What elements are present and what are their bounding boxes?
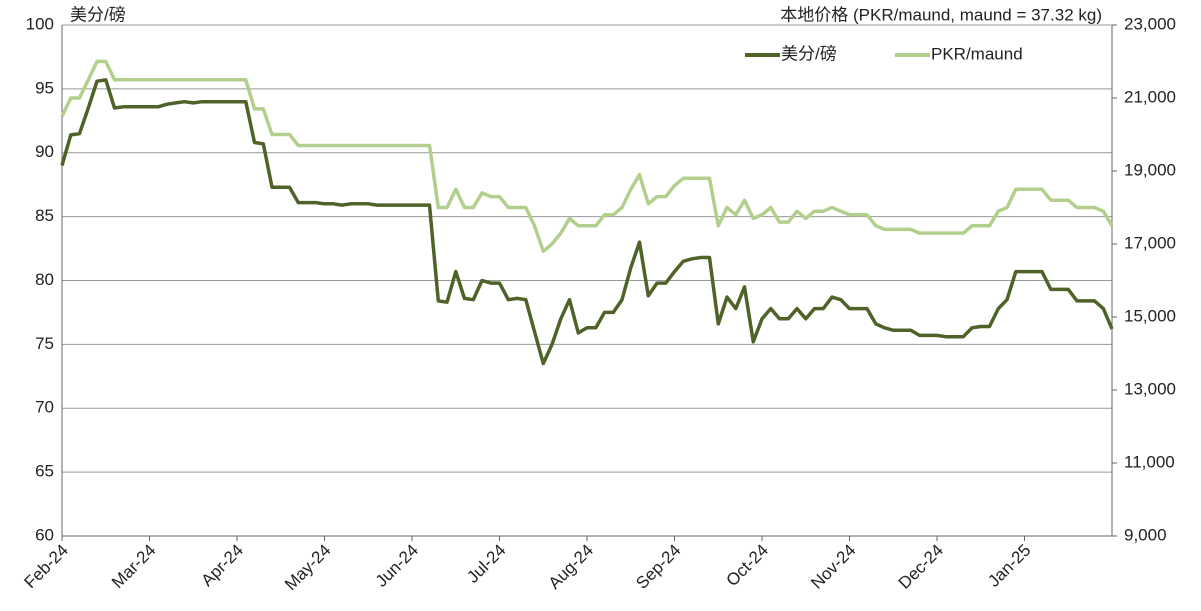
y-tick-label: 80 (35, 270, 54, 289)
series-line (60, 78, 1114, 366)
y-tick-label: 95 (35, 78, 54, 97)
y-tick-label: 65 (35, 462, 54, 481)
series-line (60, 59, 1114, 254)
x-tick-label: Feb-24 (20, 541, 72, 593)
legend-label: 美分/磅 (781, 44, 837, 63)
x-tick-label: Jan-25 (984, 541, 1034, 591)
x-tick-label: Apr-24 (197, 541, 247, 591)
y-tick-label: 60 (35, 525, 54, 544)
y-tick-label: 100 (26, 14, 54, 33)
x-tick-label: Mar-24 (108, 541, 160, 593)
x-tick-label: May-24 (281, 541, 335, 595)
x-tick-label: Dec-24 (895, 541, 947, 593)
x-tick-label: Nov-24 (807, 541, 859, 593)
y-tick-label: 90 (35, 142, 54, 161)
y2-tick-label: 11,000 (1124, 452, 1175, 471)
y2-tick-label: 13,000 (1124, 379, 1176, 398)
y2-tick-label: 21,000 (1124, 87, 1176, 106)
x-tick-label: Oct-24 (722, 541, 772, 591)
y2-tick-label: 15,000 (1124, 306, 1176, 325)
y2-tick-label: 17,000 (1124, 233, 1176, 252)
y2-tick-label: 9,000 (1124, 525, 1167, 544)
y-tick-label: 75 (35, 334, 54, 353)
x-tick-label: Jun-24 (372, 541, 422, 591)
y-tick-label: 85 (35, 206, 54, 225)
y-tick-label: 70 (35, 398, 54, 417)
x-tick-label: Jul-24 (463, 541, 509, 587)
y-axis-label: 美分/磅 (70, 5, 126, 24)
y2-axis-label: 本地价格 (PKR/maund, maund = 37.32 kg) (780, 5, 1102, 24)
legend-label: PKR/maund (931, 44, 1023, 63)
y2-tick-label: 23,000 (1124, 14, 1176, 33)
y2-tick-label: 19,000 (1124, 160, 1176, 179)
x-tick-label: Aug-24 (545, 541, 597, 593)
x-tick-label: Sep-24 (632, 541, 684, 593)
